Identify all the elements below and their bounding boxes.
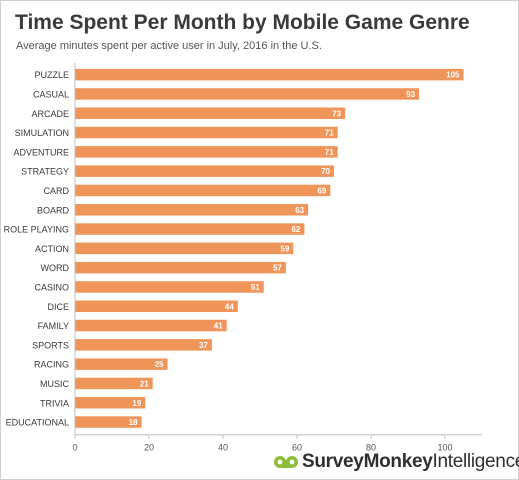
data-label: 18 — [129, 418, 138, 427]
category-label: RACING — [34, 360, 69, 370]
category-label: BOARD — [37, 205, 70, 215]
bar — [75, 184, 331, 197]
category-label: CASINO — [34, 282, 69, 292]
category-label: ARCADE — [31, 109, 69, 119]
logo-product-text: Intelligence — [432, 451, 519, 472]
category-label: MUSIC — [40, 379, 70, 389]
data-label: 37 — [199, 341, 208, 350]
bar — [75, 223, 305, 235]
category-label: CARD — [43, 186, 69, 196]
data-label: 105 — [446, 71, 460, 80]
data-label: 62 — [291, 225, 300, 234]
bar — [75, 107, 346, 119]
category-label: SPORTS — [32, 340, 69, 350]
bar — [75, 242, 294, 255]
data-label: 73 — [332, 109, 341, 118]
category-label: PUZZLE — [34, 70, 69, 80]
data-label: 93 — [406, 90, 415, 99]
data-label: 19 — [132, 399, 141, 408]
category-label: STRATEGY — [21, 167, 69, 177]
data-label: 44 — [225, 302, 234, 311]
x-tick-label: 100 — [437, 443, 452, 453]
bar — [75, 281, 264, 293]
bar — [75, 397, 146, 409]
bar — [75, 300, 238, 312]
data-label: 51 — [251, 283, 260, 292]
bar — [75, 416, 142, 428]
logo-brand-text: SurveyMonkey — [302, 451, 433, 472]
bar — [75, 377, 153, 390]
x-tick-label: 40 — [218, 443, 228, 453]
category-label: ACTION — [35, 244, 69, 254]
category-label: EDUCATIONAL — [6, 418, 69, 428]
data-label: 71 — [325, 129, 334, 138]
category-label: ADVENTURE — [13, 147, 69, 157]
category-label: ROLE PLAYING — [4, 225, 69, 235]
bar — [75, 126, 338, 139]
x-tick-label: 80 — [366, 443, 376, 453]
bar — [75, 319, 227, 332]
data-label: 57 — [273, 264, 282, 273]
data-label: 63 — [295, 206, 304, 215]
category-label: WORD — [41, 263, 70, 273]
category-label: FAMILY — [38, 321, 69, 331]
category-label: TRIVIA — [40, 398, 69, 408]
x-tick-label: 0 — [72, 443, 77, 453]
chart-subtitle: Average minutes spent per active user in… — [16, 40, 322, 52]
bar — [75, 146, 338, 158]
data-label: 25 — [155, 360, 164, 369]
data-label: 69 — [317, 186, 326, 195]
category-label: CASUAL — [33, 89, 69, 99]
x-tick-label: 60 — [292, 443, 302, 453]
surveymonkey-logo-icon — [274, 456, 298, 468]
chart-title: Time Spent Per Month by Mobile Game Genr… — [15, 11, 470, 34]
brand-logo: SurveyMonkey Intelligence — [273, 451, 519, 473]
data-label: 21 — [140, 379, 149, 388]
bar — [75, 88, 420, 100]
category-label: DICE — [47, 302, 69, 312]
x-tick-label: 20 — [144, 443, 154, 453]
bar — [75, 204, 309, 216]
data-label: 70 — [321, 167, 330, 176]
data-label: 41 — [214, 322, 223, 331]
category-label: SIMULATION — [15, 128, 69, 138]
data-label: 71 — [325, 148, 334, 157]
bar — [75, 261, 286, 274]
bar — [75, 339, 212, 351]
bar — [75, 358, 168, 370]
bar — [75, 165, 334, 177]
bar — [75, 68, 464, 81]
data-label: 59 — [280, 244, 289, 253]
